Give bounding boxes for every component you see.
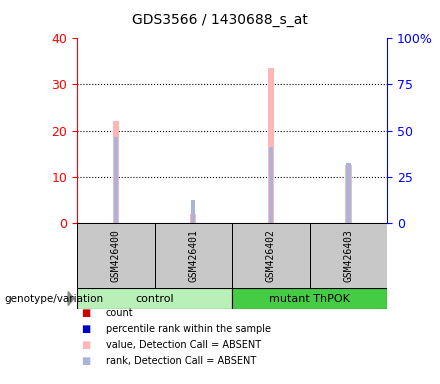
Text: GSM426403: GSM426403 xyxy=(344,229,353,282)
Bar xyxy=(77,288,232,309)
Bar xyxy=(310,223,387,288)
Bar xyxy=(77,223,154,288)
Text: ■: ■ xyxy=(81,356,91,366)
Bar xyxy=(232,223,310,288)
Text: GDS3566 / 1430688_s_at: GDS3566 / 1430688_s_at xyxy=(132,13,308,27)
Text: GSM426402: GSM426402 xyxy=(266,229,276,282)
Text: ■: ■ xyxy=(81,308,91,318)
Text: genotype/variation: genotype/variation xyxy=(4,293,103,304)
Text: ■: ■ xyxy=(81,324,91,334)
Polygon shape xyxy=(68,292,74,306)
Text: value, Detection Call = ABSENT: value, Detection Call = ABSENT xyxy=(106,340,261,350)
Bar xyxy=(113,121,119,223)
Bar xyxy=(154,223,232,288)
Bar xyxy=(232,288,387,309)
Bar xyxy=(191,200,195,223)
Bar xyxy=(269,147,273,223)
Text: rank, Detection Call = ABSENT: rank, Detection Call = ABSENT xyxy=(106,356,256,366)
Bar xyxy=(190,214,196,223)
Bar xyxy=(268,68,274,223)
Text: control: control xyxy=(135,293,174,304)
Text: ■: ■ xyxy=(81,340,91,350)
Bar xyxy=(345,165,352,223)
Text: percentile rank within the sample: percentile rank within the sample xyxy=(106,324,271,334)
Text: GSM426400: GSM426400 xyxy=(111,229,121,282)
Bar xyxy=(346,163,351,223)
Bar xyxy=(114,137,118,223)
Text: mutant ThPOK: mutant ThPOK xyxy=(269,293,350,304)
Text: GSM426401: GSM426401 xyxy=(188,229,198,282)
Text: count: count xyxy=(106,308,133,318)
